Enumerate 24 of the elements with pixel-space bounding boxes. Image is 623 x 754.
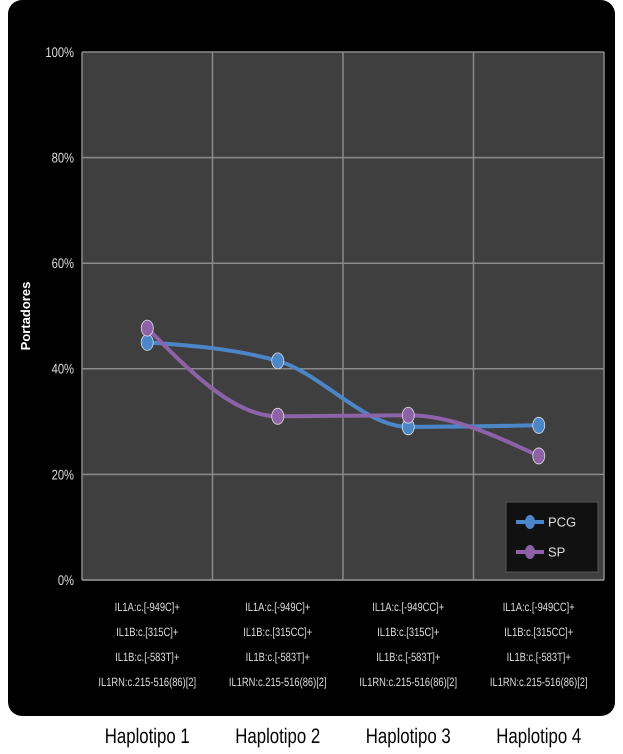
- x-tick-label: IL1A:c.[-949C]+ IL1B:c.[315C]+ IL1B:c.[-583T]+ IL1RN:c.215-516(86)[2]: [98, 600, 196, 690]
- legend-label: PCG: [548, 514, 576, 530]
- text: Haplotipo 1: [104, 725, 190, 749]
- legend-label: SP: [548, 544, 566, 560]
- x-tick-label: IL1A:c.[-949CC]+ IL1B:c.[315C]+ IL1B:c.[-583T]+ IL1RN:c.215-516(86)[2]: [359, 600, 458, 690]
- y-tick-label: 20%: [52, 467, 74, 483]
- text: Haplotipo 4: [496, 725, 582, 749]
- point: [532, 416, 546, 434]
- y-tick-label: 40%: [52, 362, 74, 378]
- point: [532, 448, 546, 464]
- text: Haplotipo 3: [366, 725, 451, 749]
- y-tick-label: 80%: [52, 150, 74, 166]
- x-tick-label: IL1A:c.[-949CC]+ IL1B:c.[315CC]+ IL1B:c.[-583T]+ IL1RN:c.215-516(86)[2]: [490, 600, 588, 690]
- y-tick-label: 0%: [58, 572, 74, 588]
- point: [402, 406, 415, 424]
- point: [140, 320, 154, 337]
- y-axis-title: Portadores: [18, 282, 33, 350]
- point: [271, 408, 284, 425]
- point: [140, 334, 154, 351]
- x-tick-label: IL1A:c.[-949C]+ IL1B:c.[315CC]+ IL1B:c.[-583T]+ IL1RN:c.215-516(86)[2]: [228, 600, 327, 690]
- y-tick-label: 100%: [45, 44, 74, 60]
- y-tick-label: 60%: [52, 256, 74, 272]
- point: [271, 352, 284, 370]
- text: Haplotipo 2: [235, 725, 320, 749]
